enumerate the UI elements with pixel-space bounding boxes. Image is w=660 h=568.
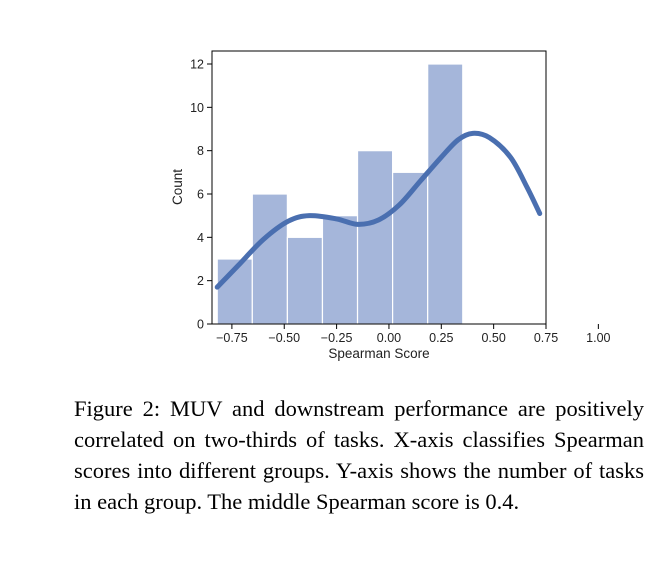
y-tick-label: 0 — [197, 318, 204, 332]
y-axis-label: Count — [170, 169, 185, 205]
y-tick-label: 2 — [197, 274, 204, 288]
x-tick-label: 0.75 — [534, 331, 558, 345]
histogram-figure: 0 2 4 6 8 10 12 −0.75 −0.50 −0.25 0.00 0.25 0.50 0.7… — [170, 50, 611, 361]
histogram-bar — [251, 193, 288, 325]
x-axis-label: Spearman Score — [328, 346, 429, 361]
x-tick-label: 1.00 — [586, 331, 610, 345]
histogram-bar — [321, 215, 359, 325]
y-axis-ticks: 0 2 4 6 8 10 12 — [190, 58, 212, 332]
histogram-chart: 0 2 4 6 8 10 12 −0.75 −0.50 −0.25 0.00 0.25 0.50 0.7… — [170, 50, 611, 361]
y-tick-label: 10 — [190, 101, 204, 115]
y-tick-label: 12 — [190, 58, 204, 72]
y-tick-label: 6 — [197, 188, 204, 202]
x-tick-label: −0.75 — [216, 331, 248, 345]
histogram-bar — [427, 63, 464, 325]
x-axis-ticks: −0.75 −0.50 −0.25 0.00 0.25 0.50 0.75 1.00 — [216, 324, 611, 345]
x-tick-label: 0.00 — [377, 331, 401, 345]
histogram-bar — [356, 150, 394, 325]
x-tick-label: 0.50 — [481, 331, 505, 345]
histogram-bar — [286, 236, 324, 325]
figure-caption: Figure 2: MUV and downstream performance… — [74, 396, 644, 514]
x-tick-label: 0.25 — [429, 331, 453, 345]
plot-frame — [211, 50, 547, 325]
x-tick-label: −0.50 — [268, 331, 300, 345]
histogram-bars — [216, 63, 464, 325]
kde-curve — [214, 130, 543, 290]
y-tick-label: 8 — [197, 144, 204, 158]
y-tick-label: 4 — [197, 231, 204, 245]
x-tick-label: −0.25 — [321, 331, 353, 345]
